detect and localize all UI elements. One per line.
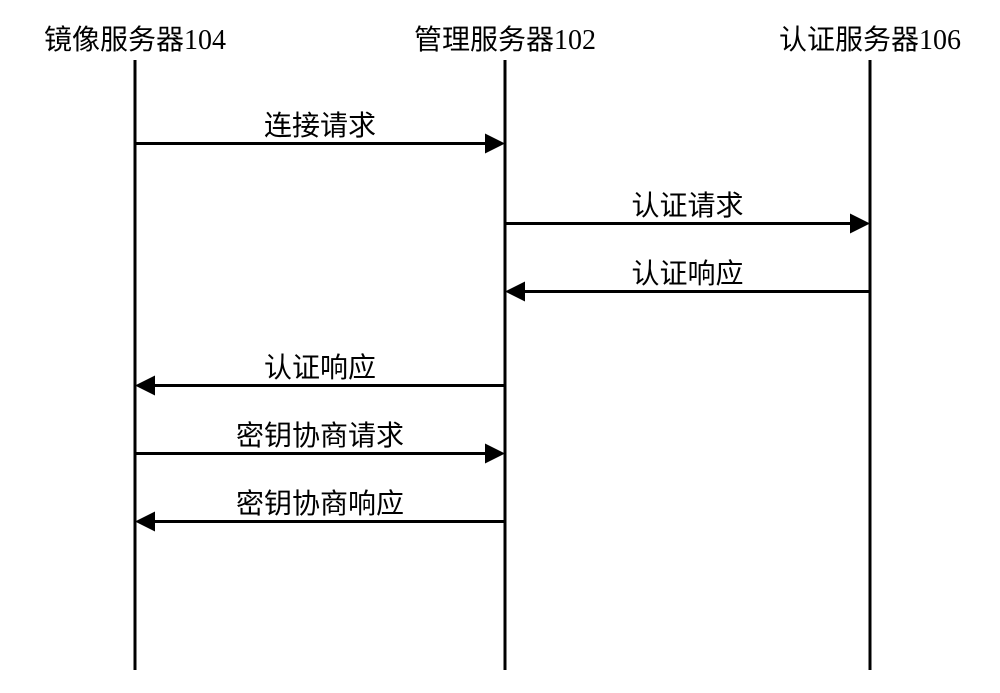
- message-4-arrowhead: [485, 444, 505, 464]
- message-3-arrowhead: [135, 376, 155, 396]
- message-5-arrowhead: [135, 512, 155, 532]
- message-0-arrowhead: [485, 134, 505, 154]
- participant-mgmt: 管理服务器102: [414, 18, 596, 58]
- message-0-label: 连接请求: [264, 104, 376, 144]
- message-5-label: 密钥协商响应: [236, 482, 404, 522]
- message-3-label: 认证响应: [264, 346, 376, 386]
- lifeline-mirror: [134, 60, 137, 670]
- lifeline-auth: [869, 60, 872, 670]
- message-2-arrowhead: [505, 282, 525, 302]
- message-1-label: 认证请求: [631, 184, 743, 224]
- message-2-label: 认证响应: [631, 252, 743, 292]
- message-4-label: 密钥协商请求: [236, 414, 404, 454]
- message-1-arrowhead: [850, 214, 870, 234]
- participant-mirror: 镜像服务器104: [44, 18, 226, 58]
- participant-auth: 认证服务器106: [779, 18, 961, 58]
